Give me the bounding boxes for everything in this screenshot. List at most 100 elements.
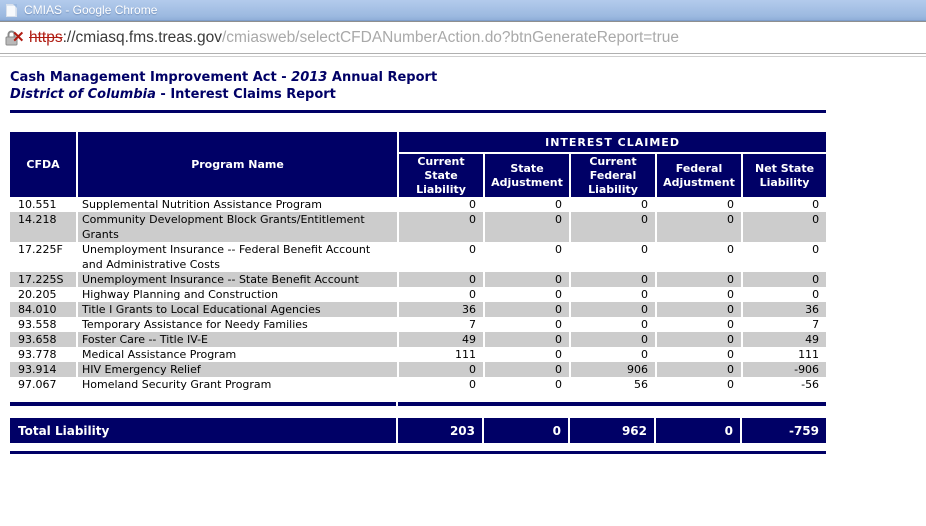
value-cell: 0 <box>398 377 485 392</box>
value-cell: 0 <box>656 242 743 272</box>
col-header-cfda: CFDA <box>10 132 78 197</box>
value-cell: 0 <box>656 272 743 287</box>
cfda-cell: 93.658 <box>10 332 78 347</box>
value-cell: 0 <box>398 287 485 302</box>
cfda-cell: 10.551 <box>10 197 78 212</box>
program-name-cell: Unemployment Insurance -- Federal Benefi… <box>77 242 399 272</box>
interest-claims-table: CFDA Program Name INTEREST CLAIMED Curre… <box>10 132 827 392</box>
table-row: 97.067 Homeland Security Grant Program 0 0 5… <box>10 377 827 392</box>
table-body: 10.551 Supplemental Nutrition Assistance … <box>10 197 827 392</box>
value-cell: 36 <box>398 302 485 317</box>
total-current-federal-liability: 962 <box>621 423 647 438</box>
value-cell: 49 <box>398 332 485 347</box>
table-row: 10.551 Supplemental Nutrition Assistance … <box>10 197 827 212</box>
value-cell: 0 <box>570 347 657 362</box>
program-name-cell: Temporary Assistance for Needy Families <box>77 317 399 332</box>
value-cell: 0 <box>398 242 485 272</box>
program-name-cell: Community Development Block Grants/Entit… <box>77 212 399 242</box>
broken-ssl-lock-icon[interactable]: ✕ <box>5 29 25 47</box>
col-header-net-state-liability: Net State Liability <box>742 153 827 197</box>
value-cell: 0 <box>656 377 743 392</box>
table-row: 17.225S Unemployment Insurance -- State B… <box>10 272 827 287</box>
cfda-cell: 93.778 <box>10 347 78 362</box>
total-state-adjustment: 0 <box>552 423 561 438</box>
col-group-interest-claimed: INTEREST CLAIMED <box>398 132 827 154</box>
value-cell: 0 <box>570 272 657 287</box>
value-cell: 0 <box>398 362 485 377</box>
value-cell: 0 <box>570 317 657 332</box>
table-row: 17.225F Unemployment Insurance -- Federal… <box>10 242 827 272</box>
table-row: 84.010 Title I Grants to Local Educationa… <box>10 302 827 317</box>
value-cell: 0 <box>570 287 657 302</box>
col-header-current-state-liability: Current State Liability <box>398 153 485 197</box>
col-header-program-name: Program Name <box>77 132 399 197</box>
value-cell: 0 <box>484 242 571 272</box>
value-cell: 0 <box>656 212 743 242</box>
value-cell: 0 <box>570 242 657 272</box>
value-cell: -906 <box>742 362 827 377</box>
value-cell: 0 <box>656 287 743 302</box>
window-titlebar[interactable]: CMIAS - Google Chrome <box>0 0 926 21</box>
value-cell: 0 <box>656 302 743 317</box>
value-cell: 0 <box>484 287 571 302</box>
total-liability-row: Total Liability 203 0 962 0 -759 <box>10 418 826 443</box>
url-scheme: https <box>29 28 63 46</box>
value-cell: 0 <box>570 212 657 242</box>
table-row: 93.558 Temporary Assistance for Needy Fam… <box>10 317 827 332</box>
value-cell: 0 <box>398 212 485 242</box>
cfda-cell: 20.205 <box>10 287 78 302</box>
value-cell: 49 <box>742 332 827 347</box>
total-net-state-liability: -759 <box>788 423 819 438</box>
report-page: Cash Management Improvement Act - 2013 A… <box>0 57 926 454</box>
program-name-cell: Unemployment Insurance -- State Benefit … <box>77 272 399 287</box>
program-name-cell: Title I Grants to Local Educational Agen… <box>77 302 399 317</box>
value-cell: 0 <box>570 332 657 347</box>
value-cell: 0 <box>656 332 743 347</box>
table-bottom-border <box>10 402 826 406</box>
address-bar[interactable]: ✕ https://cmiasq.fms.treas.gov/cmiasweb/… <box>0 21 926 53</box>
value-cell: 0 <box>484 212 571 242</box>
table-row: 93.778 Medical Assistance Program 111 0 0 0 11… <box>10 347 827 362</box>
value-cell: 56 <box>570 377 657 392</box>
red-x-icon: ✕ <box>12 28 25 46</box>
program-name-cell: Foster Care -- Title IV-E <box>77 332 399 347</box>
total-federal-adjustment: 0 <box>724 423 733 438</box>
value-cell: 0 <box>742 287 827 302</box>
cfda-cell: 93.914 <box>10 362 78 377</box>
value-cell: 0 <box>656 317 743 332</box>
window-title: CMIAS - Google Chrome <box>24 3 158 17</box>
cfda-cell: 93.558 <box>10 317 78 332</box>
value-cell: 0 <box>570 197 657 212</box>
value-cell: 0 <box>742 272 827 287</box>
report-title-line2: District of Columbia - Interest Claims R… <box>10 87 336 102</box>
value-cell: 0 <box>398 197 485 212</box>
value-cell: 0 <box>570 302 657 317</box>
address-bar-border-gap <box>0 54 926 56</box>
cfda-cell: 17.225F <box>10 242 78 272</box>
value-cell: 0 <box>398 272 485 287</box>
value-cell: 0 <box>484 302 571 317</box>
lock-icon <box>5 30 18 45</box>
value-cell: 36 <box>742 302 827 317</box>
cfda-cell: 14.218 <box>10 212 78 242</box>
value-cell: 7 <box>742 317 827 332</box>
page-title: Cash Management Improvement Act - 2013 A… <box>10 69 926 103</box>
address-bar-border-2 <box>0 56 926 57</box>
program-name-cell: HIV Emergency Relief <box>77 362 399 377</box>
program-name-cell: Highway Planning and Construction <box>77 287 399 302</box>
address-bar-border <box>0 53 926 54</box>
value-cell: 111 <box>398 347 485 362</box>
table-row: 93.914 HIV Emergency Relief 0 0 906 0 -906 <box>10 362 827 377</box>
report-title-line1: Cash Management Improvement Act - 2013 A… <box>10 70 438 85</box>
table-row: 14.218 Community Development Block Grants… <box>10 212 827 242</box>
value-cell: 0 <box>656 362 743 377</box>
cfda-cell: 97.067 <box>10 377 78 392</box>
value-cell: 111 <box>742 347 827 362</box>
value-cell: 7 <box>398 317 485 332</box>
cfda-cell: 17.225S <box>10 272 78 287</box>
value-cell: 0 <box>484 317 571 332</box>
program-name-cell: Supplemental Nutrition Assistance Progra… <box>77 197 399 212</box>
value-cell: -56 <box>742 377 827 392</box>
value-cell: 0 <box>656 347 743 362</box>
total-label: Total Liability <box>18 423 110 438</box>
